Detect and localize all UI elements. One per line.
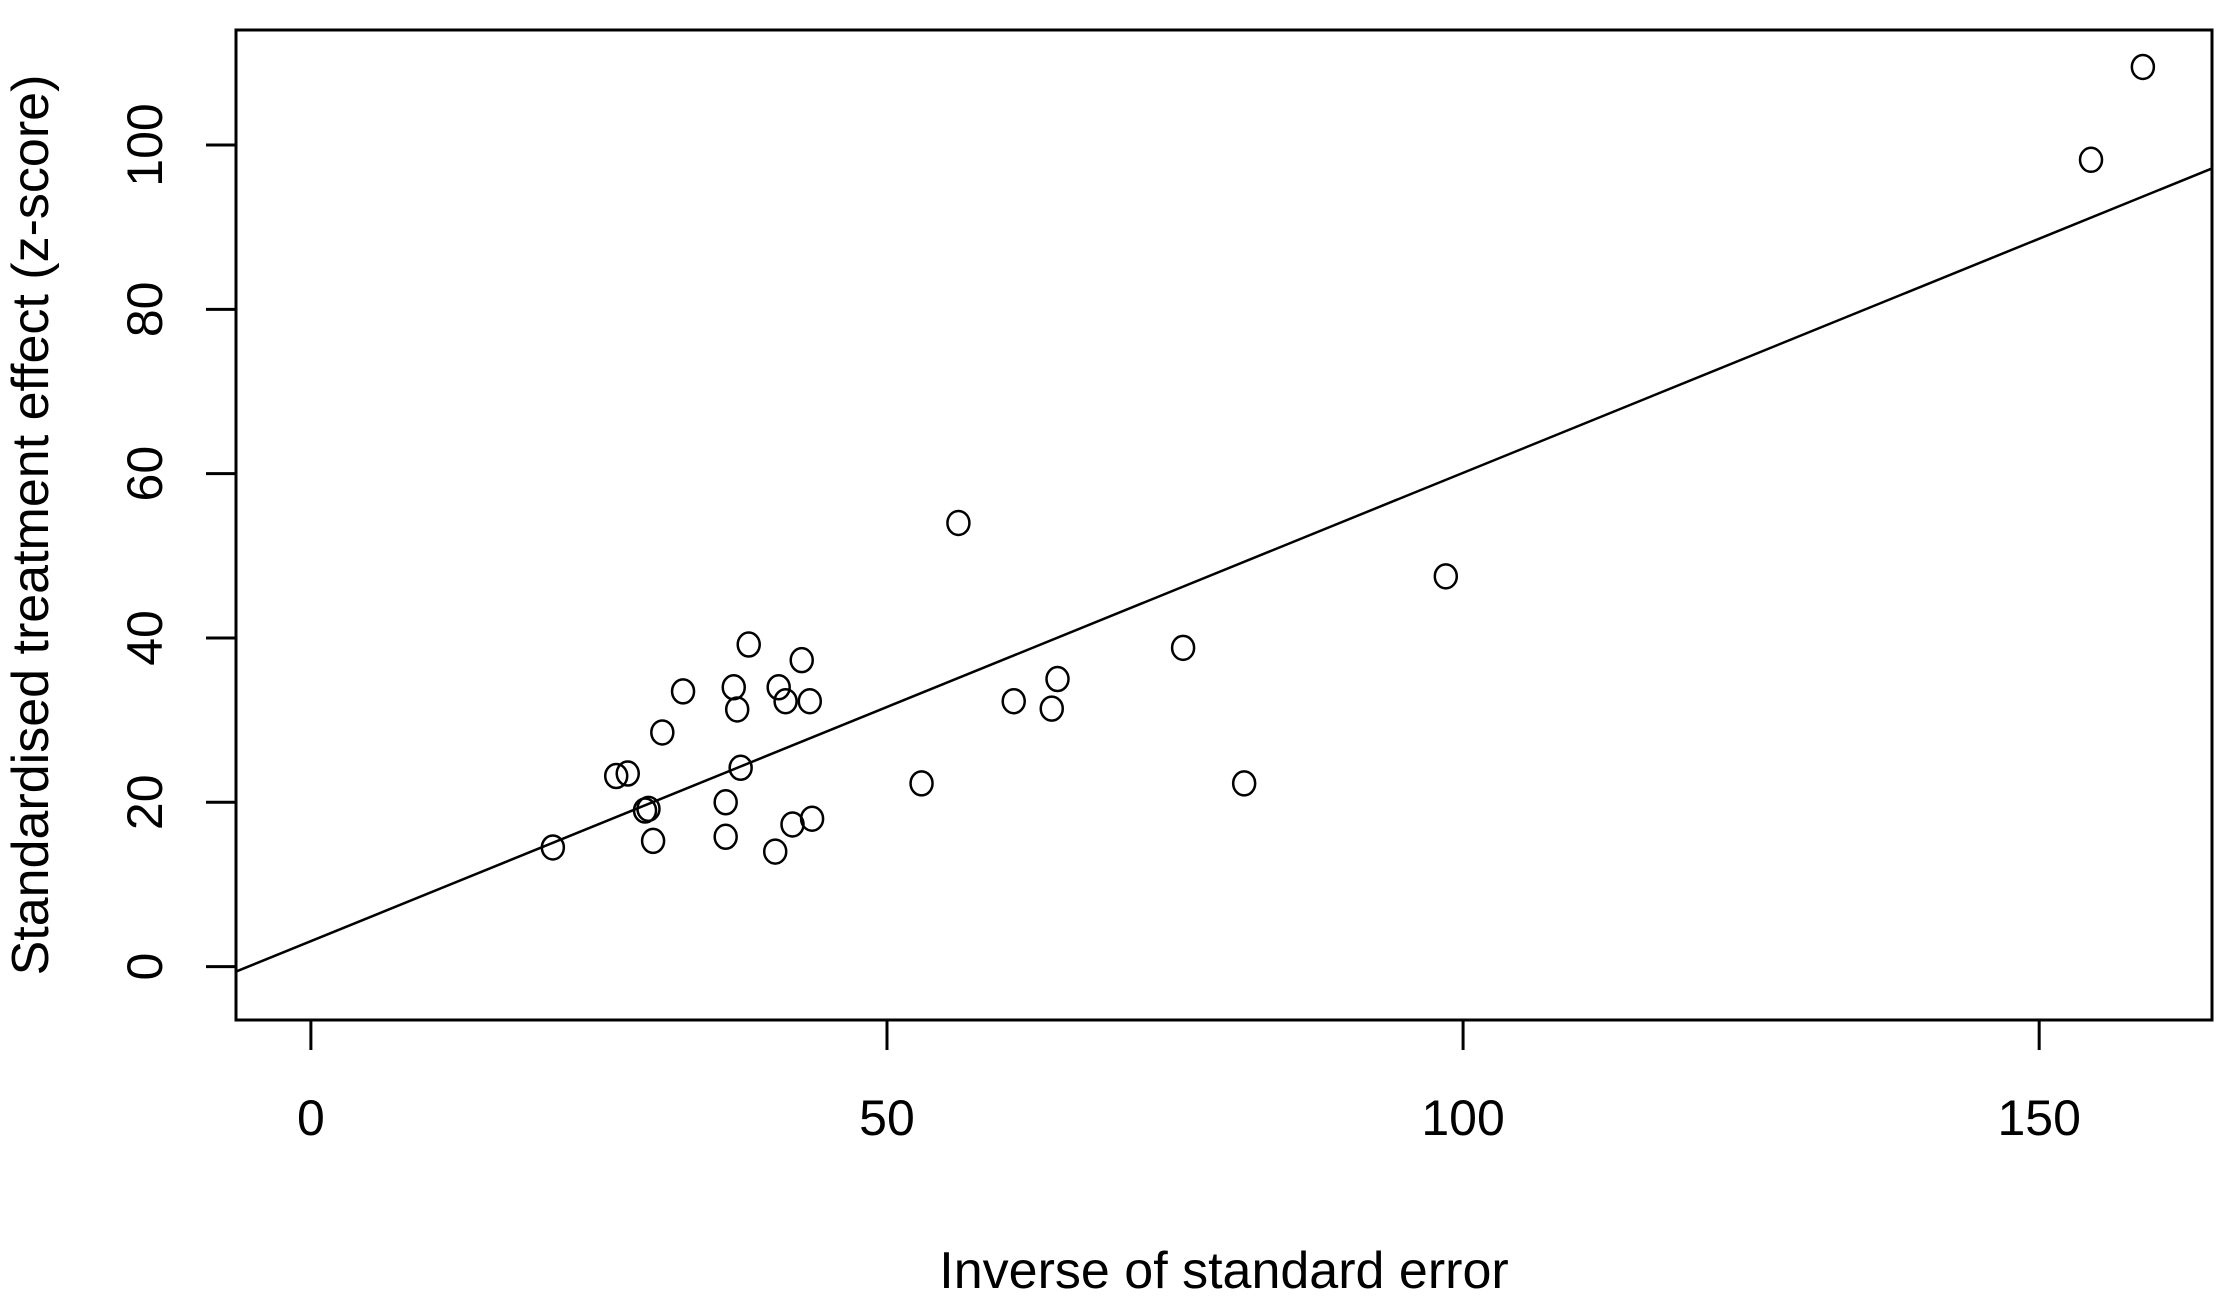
x-tick-label: 50 xyxy=(859,1090,915,1146)
data-point xyxy=(1039,695,1064,722)
data-point xyxy=(2078,146,2104,174)
data-point xyxy=(736,631,761,658)
data-point xyxy=(728,754,753,782)
data-point xyxy=(603,762,629,790)
y-tick-label: 40 xyxy=(117,610,173,666)
y-axis: 0 20 40 60 80 100 xyxy=(117,103,236,981)
data-point xyxy=(1170,634,1196,662)
x-tick-label: 0 xyxy=(297,1090,325,1146)
data-point xyxy=(721,674,746,701)
y-tick-label: 80 xyxy=(117,282,173,338)
data-point xyxy=(724,696,750,723)
data-point xyxy=(799,805,825,832)
y-tick-label: 60 xyxy=(117,446,173,502)
data-point xyxy=(1433,563,1459,590)
data-point xyxy=(766,674,791,701)
x-tick-label: 150 xyxy=(1997,1090,2080,1146)
data-point xyxy=(615,760,640,787)
plot-frame xyxy=(234,28,2214,1022)
data-points xyxy=(540,53,2156,865)
data-point xyxy=(2130,53,2156,81)
data-point xyxy=(946,509,971,537)
data-point xyxy=(797,687,823,715)
y-tick-label: 100 xyxy=(117,103,173,186)
data-point xyxy=(640,827,666,855)
x-tick-label: 100 xyxy=(1421,1090,1504,1146)
data-point xyxy=(1045,665,1070,693)
data-point xyxy=(1231,770,1257,797)
data-point xyxy=(762,838,788,865)
data-point xyxy=(713,823,738,851)
y-tick-label: 0 xyxy=(117,953,173,981)
regression-line xyxy=(235,167,2213,973)
data-point xyxy=(650,719,675,746)
x-axis-title: Inverse of standard error xyxy=(939,1242,1508,1300)
y-tick-label: 20 xyxy=(117,774,173,830)
y-axis-title: Standardised treatment effect (z-score) xyxy=(2,75,60,976)
data-point xyxy=(713,789,738,816)
data-point xyxy=(789,646,814,674)
data-point xyxy=(1001,687,1026,715)
data-point xyxy=(670,678,696,705)
data-point xyxy=(636,795,661,823)
data-point xyxy=(540,834,566,861)
data-point xyxy=(773,687,798,715)
data-point xyxy=(909,770,934,797)
x-axis: 0 50 100 150 xyxy=(297,1020,2081,1146)
